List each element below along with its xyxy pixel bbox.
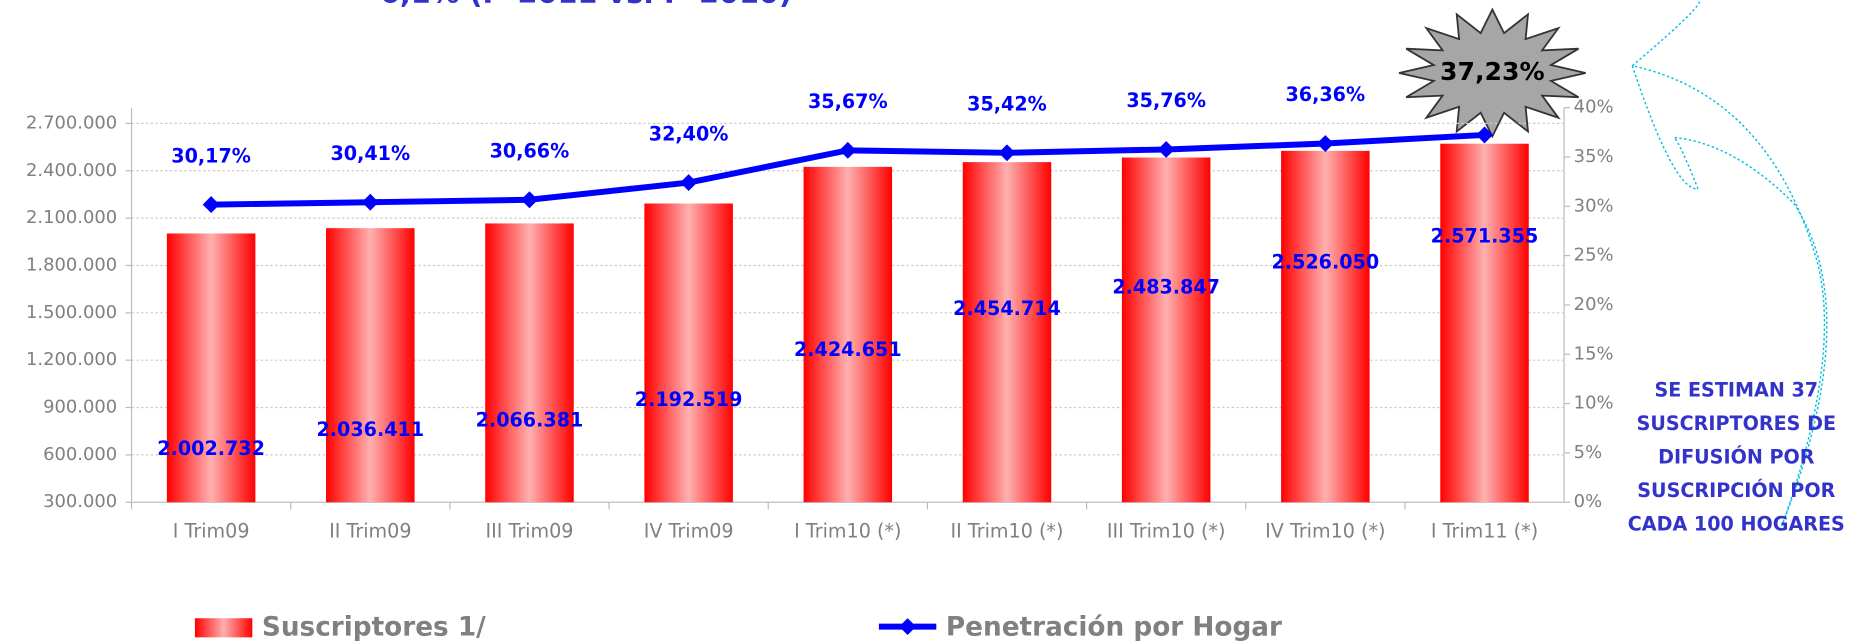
bar-value-label: 2.192.519: [635, 388, 743, 411]
annotation: DIFUSIÓN POR: [1658, 444, 1815, 468]
y-tick-label: 300.000: [43, 491, 117, 512]
y-tick-label: 1.500.000: [26, 302, 117, 323]
bar: [803, 166, 893, 503]
marker: [1316, 135, 1334, 152]
y2-tick-label: 40%: [1574, 97, 1614, 118]
marker: [839, 141, 857, 159]
bar-value-label: 2.424.651: [794, 338, 902, 361]
marker: [361, 193, 379, 211]
arrow: [1631, 0, 1828, 527]
legend-swatch: [899, 618, 917, 636]
bar: [485, 223, 574, 503]
marker: [1476, 126, 1493, 144]
y2-tick-label: 20%: [1574, 294, 1614, 315]
annotation: SUSCRIPCIÓN POR: [1637, 478, 1835, 502]
x-tick-label: I Trim11 (*): [1431, 520, 1538, 543]
bar: [1121, 157, 1211, 503]
bar: [962, 162, 1052, 503]
line-value-label: 37,23%: [1440, 57, 1545, 86]
x-tick-label: I Trim09: [173, 520, 250, 543]
line-value-label: 30,17%: [171, 144, 251, 167]
bar-value-label: 2.454.714: [953, 297, 1061, 320]
line-value-label: 35,67%: [808, 90, 888, 113]
x-tick-label: I Trim10 (*): [794, 520, 901, 543]
annotation: SE ESTIMAN 37: [1654, 379, 1818, 402]
bar-value-label: 2.526.050: [1272, 251, 1380, 274]
y2-tick-label: 25%: [1574, 245, 1614, 266]
legend-label: Suscriptores 1/: [262, 612, 486, 641]
line-value-label: 32,40%: [649, 122, 729, 145]
line-value-label: 30,66%: [490, 139, 570, 162]
y-tick-label: 2.700.000: [26, 112, 117, 133]
marker: [1157, 140, 1175, 158]
bar-value-label: 2.002.732: [157, 437, 265, 460]
x-tick-label: III Trim10 (*): [1107, 520, 1226, 543]
y-tick-label: 600.000: [43, 444, 117, 465]
bar: [326, 228, 415, 503]
line-value-label: 35,76%: [1126, 89, 1206, 112]
starburst: [1398, 7, 1586, 139]
bar: [1281, 150, 1370, 503]
y-tick-label: 900.000: [43, 397, 117, 418]
y2-tick-label: 15%: [1574, 343, 1614, 364]
y2-tick-label: 0%: [1574, 491, 1602, 512]
chart-title: 6,1% (I° 2011 vs. I° 2010): [380, 0, 792, 10]
line-value-label: 35,42%: [967, 92, 1047, 115]
y-tick-label: 2.400.000: [26, 160, 117, 181]
x-tick-label: II Trim09: [329, 520, 411, 543]
annotation: CADA 100 HOGARES: [1628, 512, 1845, 535]
line-value-label: 36,36%: [1286, 83, 1366, 106]
y2-tick-label: 5%: [1574, 442, 1602, 463]
marker: [202, 196, 220, 214]
x-tick-label: IV Trim09: [644, 520, 734, 543]
plot: 6,1% (I° 2011 vs. I° 2010) 300.000 600.00…: [26, 0, 1845, 641]
legend-label: Penetración por Hogar: [946, 612, 1282, 641]
marker: [680, 174, 698, 192]
y-tick-label: 2.100.000: [26, 207, 117, 228]
bar: [644, 203, 733, 503]
x-tick-label: IV Trim10 (*): [1265, 520, 1385, 543]
bar-value-label: 2.066.381: [476, 408, 584, 431]
bar-value-label: 2.571.355: [1431, 224, 1539, 247]
y2-tick-label: 10%: [1574, 393, 1614, 414]
x-tick-label: II Trim10 (*): [951, 520, 1064, 543]
annotation: SUSCRIPTORES DE: [1637, 412, 1836, 435]
marker: [998, 144, 1016, 162]
bar: [1440, 143, 1529, 503]
y-tick-label: 1.800.000: [26, 254, 117, 275]
x-tick-label: III Trim09: [485, 520, 573, 543]
y-tick-label: 1.200.000: [26, 349, 117, 370]
legend-swatch: [194, 618, 253, 638]
line-value-label: 30,41%: [330, 142, 410, 165]
bar: [166, 233, 256, 503]
y2-tick-label: 35%: [1574, 146, 1614, 167]
bar-value-label: 2.036.411: [316, 418, 424, 441]
bar-value-label: 2.483.847: [1112, 276, 1220, 299]
marker: [521, 191, 538, 209]
y2-tick-label: 30%: [1574, 195, 1614, 216]
